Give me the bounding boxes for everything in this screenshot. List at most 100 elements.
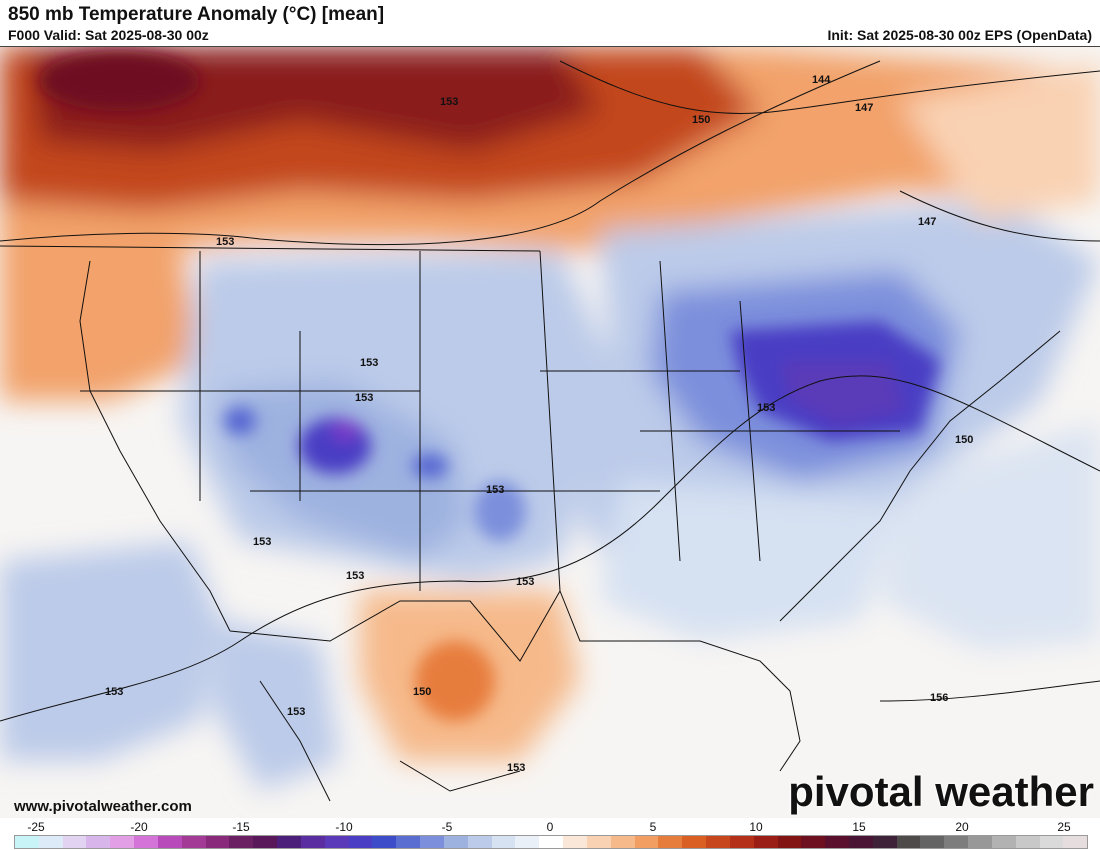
color-bar-segment — [134, 836, 158, 848]
contour-label: 150 — [692, 114, 710, 126]
canada-warmest-core — [40, 51, 200, 111]
color-bar — [14, 835, 1088, 849]
legend-tick: 25 — [1057, 820, 1071, 834]
legend-tick: -15 — [232, 820, 250, 834]
great-lakes-coldest-core — [780, 361, 905, 426]
anomaly-cores — [40, 51, 940, 721]
color-bar-segment — [682, 836, 707, 848]
color-bar-segment — [896, 836, 921, 848]
color-bar-segment — [920, 836, 945, 848]
color-bar-segment — [777, 836, 802, 848]
contour-label: 153 — [757, 402, 775, 414]
new-mexico-cold-spot — [412, 454, 448, 478]
brand-logo: pivotal weather — [788, 768, 1094, 815]
color-bar-segment — [1015, 836, 1040, 848]
color-bar-segment — [62, 836, 87, 848]
state-line-2 — [80, 370, 900, 492]
color-bar-segment — [610, 836, 635, 848]
color-bar-segment — [872, 836, 897, 848]
color-bar-segment — [205, 836, 230, 848]
state-line-1 — [199, 250, 761, 592]
borders — [0, 245, 1061, 802]
valid-time: F000 Valid: Sat 2025-08-30 00z — [8, 27, 209, 43]
contour-label: 150 — [413, 686, 431, 698]
legend-tick: 20 — [955, 820, 969, 834]
gulf-coast — [559, 590, 801, 772]
contour-label: 156 — [930, 692, 948, 704]
color-bar-segment — [15, 836, 39, 848]
baja-cool-area — [210, 621, 340, 791]
contour-label: 153 — [287, 706, 305, 718]
color-bar-segment — [86, 836, 111, 848]
color-bar-segment — [515, 836, 540, 848]
color-bar-segment — [563, 836, 587, 848]
legend-tick: 5 — [649, 820, 657, 834]
contour-label: 147 — [918, 216, 936, 228]
contour-147 — [899, 190, 1100, 242]
color-bar-segment — [348, 836, 373, 848]
color-bar-segment — [253, 836, 278, 848]
contour-label: 153 — [360, 357, 378, 369]
contour-150-north — [559, 60, 1100, 115]
weather-map[interactable]: 144 147 150 153 147 153 153 153 153 150 … — [0, 46, 1100, 819]
color-bar-segment — [491, 836, 516, 848]
color-bar-segment — [157, 836, 182, 848]
color-bar-segment — [539, 836, 564, 848]
legend-tick: -10 — [335, 820, 353, 834]
color-bar-segment — [396, 836, 421, 848]
color-bar-segment — [991, 836, 1016, 848]
atlantic-cool-area — [880, 421, 1100, 651]
mexico-warm-core — [415, 641, 495, 721]
legend-tick: -25 — [27, 820, 45, 834]
color-bar-segment — [753, 836, 778, 848]
contour-label: 153 — [216, 236, 234, 248]
color-bar-segment — [420, 836, 444, 848]
contour-label: 153 — [516, 576, 534, 588]
legend-tick: 15 — [852, 820, 866, 834]
nevada-cold-spot — [224, 407, 256, 435]
color-legend: -25 -20 -15 -10 -5 0 5 10 15 20 25 — [0, 818, 1100, 850]
map-title: 850 mb Temperature Anomaly (°C) [mean] — [8, 4, 385, 25]
legend-tick: -20 — [130, 820, 148, 834]
color-bar-segment — [372, 836, 397, 848]
legend-tick: -5 — [441, 820, 453, 834]
northwest-warm-area — [0, 231, 200, 401]
mexico-coast — [259, 680, 521, 802]
contour-153-north — [0, 60, 881, 246]
west-coast — [79, 260, 231, 632]
contour-label: 153 — [346, 570, 364, 582]
color-bar-segment — [586, 836, 611, 848]
color-bar-segment — [801, 836, 826, 848]
us-mexico-border — [229, 590, 561, 662]
color-bar-segment — [729, 836, 754, 848]
color-bar-segment — [1039, 836, 1064, 848]
us-canada-border — [0, 245, 541, 252]
color-bar-segment — [229, 836, 254, 848]
color-bar-segment — [706, 836, 730, 848]
contour-label: 147 — [855, 102, 873, 114]
contour-label: 153 — [507, 762, 525, 774]
color-bar-segment — [848, 836, 873, 848]
contour-label: 153 — [355, 392, 373, 404]
init-time: Init: Sat 2025-08-30 00z EPS (OpenData) — [827, 27, 1092, 43]
contour-label: 153 — [440, 96, 458, 108]
legend-tick: 10 — [749, 820, 763, 834]
contour-label: 150 — [955, 434, 973, 446]
color-bar-segment — [300, 836, 325, 848]
color-bar-segment — [825, 836, 849, 848]
color-bar-segment — [38, 836, 63, 848]
legend-ticks: -25 -20 -15 -10 -5 0 5 10 15 20 25 — [0, 820, 1100, 834]
color-bar-segment — [181, 836, 206, 848]
texas-cold-spot — [474, 481, 526, 541]
color-bar-segment — [634, 836, 659, 848]
quebec-warm-area — [900, 61, 1100, 221]
contour-labels: 144 147 150 153 147 153 153 153 153 150 … — [105, 74, 973, 774]
color-bar-segment — [467, 836, 492, 848]
color-bar-segment — [324, 836, 349, 848]
contour-label: 144 — [812, 74, 831, 86]
website-url: www.pivotalweather.com — [14, 798, 192, 815]
southeast-cool-area — [600, 481, 900, 641]
color-bar-segment — [658, 836, 683, 848]
contour-label: 153 — [486, 484, 504, 496]
height-contours — [0, 60, 1100, 722]
